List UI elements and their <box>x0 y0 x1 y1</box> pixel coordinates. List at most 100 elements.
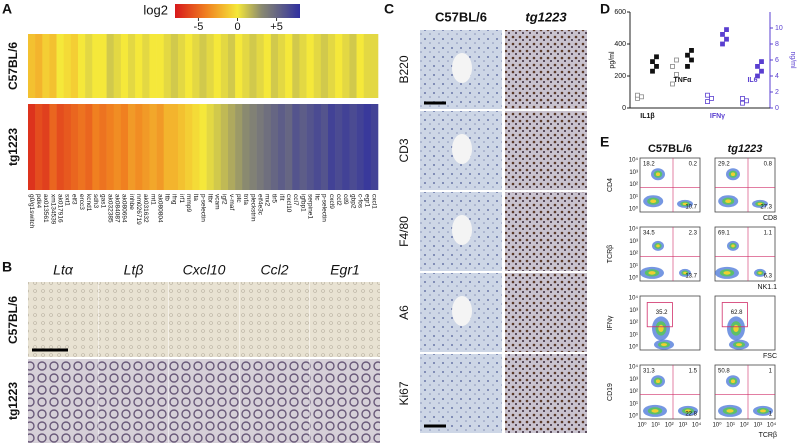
gene-label: c-fos <box>356 194 363 209</box>
gene-label: mmp9 <box>185 194 192 212</box>
y2-axis-title: ng/ml <box>789 51 796 69</box>
heatmap-cell <box>328 104 336 190</box>
heatmap-cell <box>263 34 272 98</box>
heatmap-cell <box>128 34 136 98</box>
heatmap-cell <box>292 34 300 98</box>
quadrant-value: 0.8 <box>764 162 773 168</box>
gene-label: cd9 <box>342 194 349 205</box>
data-point <box>674 72 679 77</box>
heatmap-cell <box>320 104 329 190</box>
heatmap-cell <box>370 34 379 98</box>
vessel <box>452 134 472 164</box>
gene-label: tnfa <box>242 194 249 205</box>
category-label: IFNγ <box>710 113 725 120</box>
flow-y-tick-label: 10¹ <box>629 332 638 338</box>
heatmap-cell <box>185 34 193 98</box>
data-point <box>724 36 729 42</box>
gene-label: tlr5 <box>271 194 278 203</box>
heatmap-cell <box>92 104 100 190</box>
flow-x-label: FSC <box>763 353 777 360</box>
heatmap-cell <box>313 34 322 98</box>
heatmap-cell <box>285 34 293 98</box>
heatmap-cell <box>92 34 100 98</box>
colorbar-tick-label: +5 <box>270 21 283 33</box>
gene-label: ercc3 <box>78 194 85 210</box>
quadrant-value: 69.1 <box>718 231 730 237</box>
flow-y-tick-label: 10³ <box>629 239 638 245</box>
heatmap-cell <box>99 104 107 190</box>
data-point <box>654 64 659 69</box>
panel-letter: B <box>2 259 12 275</box>
data-point <box>650 68 655 74</box>
row-label: F4/80 <box>397 216 411 247</box>
heatmap-cell <box>42 104 50 190</box>
heatmap-cell <box>256 104 265 190</box>
colorbar-title: log2 <box>143 2 168 17</box>
gene-label: xm134539 <box>49 194 56 225</box>
quadrant-value: 31.3 <box>643 369 655 375</box>
cell-cloud <box>757 202 763 206</box>
gene-label: gbp2 <box>349 194 356 209</box>
gene-label: lta <box>192 194 199 201</box>
heatmap-cell <box>56 34 65 98</box>
data-point <box>685 52 690 58</box>
micrograph <box>28 282 98 357</box>
heatmap-cell <box>206 104 215 190</box>
colorbar <box>175 4 300 18</box>
heatmap-cell <box>192 104 200 190</box>
heatmap-cell <box>320 34 329 98</box>
gene-label: igf2 <box>221 194 228 205</box>
heatmap-cell <box>149 34 157 98</box>
gene-label: ak080804 <box>156 194 163 223</box>
column-header: C57BL/6 <box>648 143 692 155</box>
flow-y-tick-label: 10³ <box>629 170 638 176</box>
heatmap-cell <box>35 34 43 98</box>
gene-label: nm026719 <box>135 194 142 225</box>
cell-cloud <box>658 324 664 332</box>
heatmap-cell <box>342 34 350 98</box>
gene-label: ptc <box>235 194 242 203</box>
heatmap-cell <box>78 34 86 98</box>
flow-x-tick-label: 10⁰ <box>637 422 647 429</box>
heatmap-cell <box>113 104 122 190</box>
heatmap-cell <box>370 104 379 190</box>
heatmap-cell <box>149 104 157 190</box>
flow-x-tick-label: 10³ <box>679 423 688 429</box>
data-point <box>670 64 675 69</box>
gate-value: 62.8 <box>731 310 743 316</box>
flow-x-label: NK1.1 <box>758 284 778 291</box>
gene-label: ccl7 <box>292 194 299 206</box>
heatmap-cell <box>249 34 257 98</box>
flow-y-tick-label: 10¹ <box>629 194 638 200</box>
cell-cloud <box>656 244 660 248</box>
heatmap-cell <box>256 34 265 98</box>
heatmap-cell <box>242 104 250 190</box>
heatmap-cell <box>70 104 79 190</box>
gene-label: igfbp1 <box>299 194 306 212</box>
y2-tick-label: 10 <box>775 25 783 32</box>
gene-label: ccl2 <box>335 194 342 206</box>
flow-y-label: TCRβ <box>607 245 614 263</box>
heatmap-cell <box>28 34 36 98</box>
panel-letter: C <box>384 1 394 17</box>
gene-label: pdk4 <box>35 194 42 208</box>
gene-label: p-selectin <box>321 194 328 222</box>
category-label: TNFα <box>674 77 693 84</box>
heatmap-cell <box>278 104 286 190</box>
quadrant-value: 34.5 <box>643 231 655 237</box>
cell-cloud <box>733 324 739 332</box>
heatmap-cell <box>292 104 300 190</box>
gene-label: cxcl10 <box>285 194 292 213</box>
y2-tick-label: 6 <box>775 57 779 64</box>
data-point <box>705 92 710 98</box>
data-point <box>720 32 725 37</box>
data-point <box>654 54 659 60</box>
flow-x-tick-label: 10⁴ <box>767 422 777 429</box>
heatmap-cell <box>285 104 293 190</box>
gene-label: elf3 <box>71 194 78 205</box>
heatmap-cell <box>120 104 129 190</box>
micrograph <box>239 359 310 443</box>
cell-cloud <box>731 244 735 248</box>
flow-x-tick-label: 10¹ <box>651 423 660 429</box>
gene-label: ifng <box>171 194 178 205</box>
